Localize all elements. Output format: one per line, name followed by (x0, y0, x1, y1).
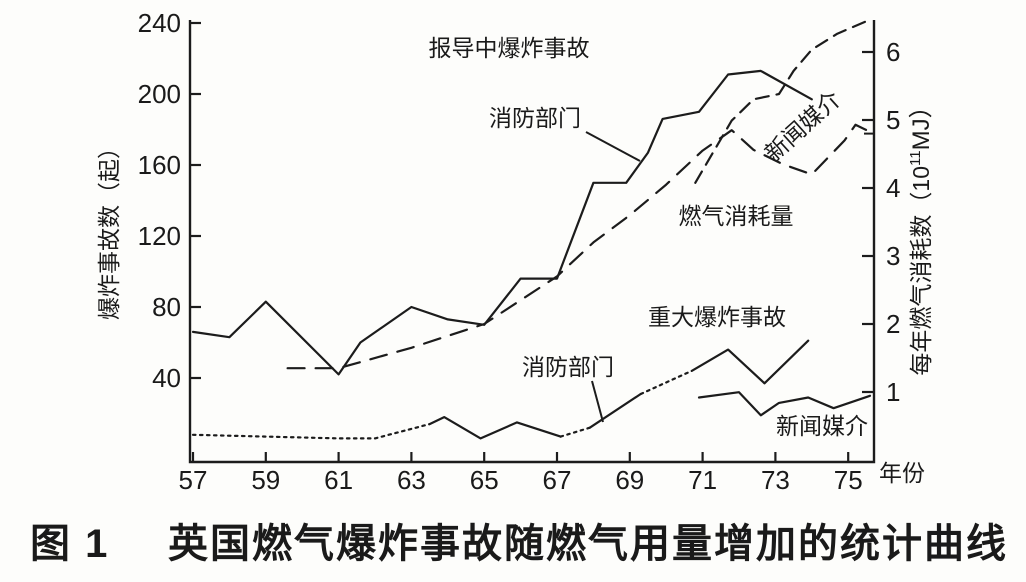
series-3-seg-3 (588, 392, 642, 429)
series-4 (697, 391, 872, 417)
right-axis-title: 每年燃气消耗数（1011MJ） (907, 94, 935, 375)
right-tick-label-5: 5 (886, 105, 900, 135)
right-tick-label-2: 2 (886, 309, 900, 339)
x-tick-label-67: 67 (543, 465, 572, 495)
series-3-seg-4 (639, 369, 693, 396)
label-news-media-major: 新闻媒介 (776, 413, 868, 439)
x-tick-label-69: 69 (615, 465, 644, 495)
series-3-seg-2 (559, 426, 591, 438)
left-tick-label-80: 80 (152, 292, 181, 322)
series-0 (191, 69, 813, 376)
label-fire-dept-reported: 消防部门 (489, 105, 581, 131)
label-news-media-reported: 新闻媒介 (760, 86, 846, 167)
left-tick-label-160: 160 (138, 150, 181, 180)
right-tick-label-6: 6 (886, 37, 900, 67)
x-tick-label-75: 75 (834, 465, 863, 495)
label-gas-consumption: 燃气消耗量 (679, 203, 794, 229)
series-3-seg-0 (191, 423, 431, 440)
left-tick-label-240: 240 (138, 8, 181, 38)
left-axis-title: 爆炸事故数（起） (96, 136, 122, 320)
right-tick-label-3: 3 (886, 241, 900, 271)
axes (188, 20, 876, 464)
label-fire-dept-reported-leader (585, 131, 641, 162)
right-tick-label-1: 1 (886, 377, 900, 407)
left-tick-label-40: 40 (152, 363, 181, 393)
axis-frame (188, 20, 876, 464)
data-series (191, 20, 875, 440)
series-1 (694, 20, 868, 184)
series-3-seg-5 (690, 339, 810, 385)
x-tick-label-59: 59 (251, 465, 280, 495)
x-axis-unit-label: 年份 (879, 460, 925, 486)
series-3-seg-1 (428, 416, 562, 440)
left-tick-label-120: 120 (138, 221, 181, 251)
label-fire-dept-major-leader (591, 380, 604, 423)
x-tick-label-73: 73 (761, 465, 790, 495)
x-tick-label-65: 65 (470, 465, 499, 495)
label-reported-explosions: 报导中爆炸事故 (429, 35, 590, 61)
x-tick-label-63: 63 (397, 465, 426, 495)
x-tick-label-57: 57 (179, 465, 208, 495)
label-major-explosions: 重大爆炸事故 (648, 304, 786, 330)
x-tick-label-61: 61 (324, 465, 353, 495)
axis-ticks (190, 21, 873, 462)
figure-number: 图 1 (30, 522, 109, 566)
right-tick-label-4: 4 (886, 173, 900, 203)
series-2 (286, 123, 875, 370)
figure-caption: 英国燃气爆炸事故随燃气用量增加的统计曲线 (168, 522, 1008, 566)
axis-tick-labels: 40 80 120 160 200 240 1 2 3 4 5 6 57 59 61 63 65 67 69 71 73… (138, 8, 901, 495)
label-fire-dept-major: 消防部门 (522, 354, 614, 380)
left-tick-label-200: 200 (138, 79, 181, 109)
x-tick-label-71: 71 (688, 465, 717, 495)
